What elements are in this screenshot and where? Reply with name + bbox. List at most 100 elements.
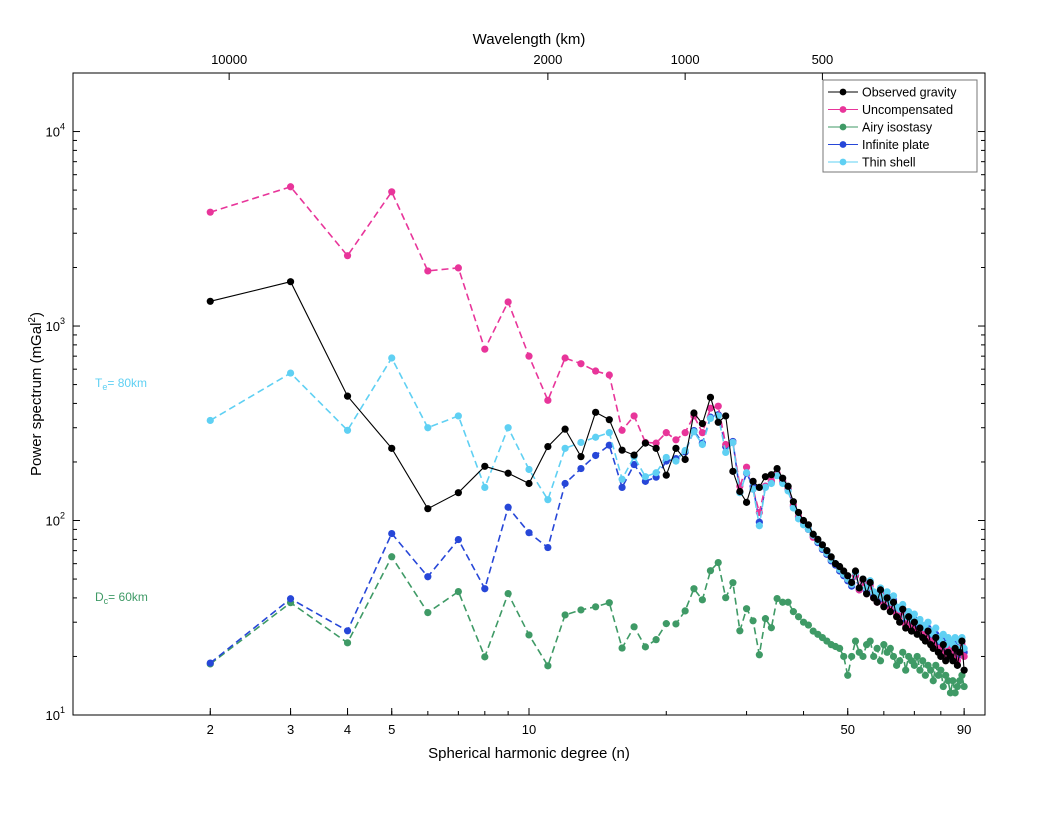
x-tick-label: 90	[957, 722, 971, 737]
data-point-airy-isostasy	[729, 579, 737, 587]
data-point-uncompensated	[681, 429, 689, 437]
data-point-thin-shell	[641, 473, 650, 481]
data-point-thin-shell	[672, 457, 680, 465]
data-point-observed-gravity	[902, 624, 910, 632]
data-point-airy-isostasy	[544, 662, 552, 670]
data-point-airy-isostasy	[742, 605, 751, 613]
data-point-airy-isostasy	[929, 677, 937, 685]
data-point-observed-gravity	[814, 535, 822, 543]
data-point-airy-isostasy	[755, 651, 763, 659]
legend-label: Thin shell	[862, 156, 916, 170]
data-point-airy-isostasy	[784, 598, 792, 606]
data-point-airy-isostasy	[951, 689, 959, 697]
data-point-uncompensated	[630, 412, 638, 420]
data-point-uncompensated	[618, 426, 626, 434]
data-point-observed-gravity	[618, 446, 626, 454]
data-point-thin-shell	[698, 440, 706, 449]
data-point-observed-gravity	[851, 567, 860, 575]
data-point-observed-gravity	[953, 661, 962, 669]
data-point-observed-gravity	[840, 567, 848, 575]
data-point-observed-gravity	[932, 634, 940, 642]
data-point-observed-gravity	[454, 489, 462, 497]
data-point-uncompensated	[544, 396, 552, 404]
data-point-thin-shell	[883, 588, 891, 596]
data-point-observed-gravity	[544, 442, 552, 451]
data-point-uncompensated	[714, 402, 722, 410]
data-point-thin-shell	[690, 428, 698, 436]
data-point-infinite-plate	[504, 503, 512, 511]
data-point-airy-isostasy	[913, 652, 921, 661]
axes-layer: 2 3 4 5 10 50 90 101 102 103 104 10000 2000 1000 500	[46, 52, 985, 737]
data-point-observed-gravity	[823, 547, 831, 555]
data-point-uncompensated	[481, 345, 489, 353]
legend-label: Observed gravity	[862, 86, 957, 100]
data-point-airy-isostasy	[630, 623, 638, 631]
data-point-infinite-plate	[618, 483, 626, 492]
data-point-infinite-plate	[481, 585, 489, 593]
legend-marker	[839, 88, 847, 96]
data-point-airy-isostasy	[880, 641, 888, 649]
data-point-infinite-plate	[561, 479, 569, 488]
data-point-observed-gravity	[779, 474, 787, 482]
data-point-infinite-plate	[388, 529, 396, 538]
data-point-observed-gravity	[905, 613, 913, 621]
data-point-thin-shell	[767, 479, 775, 488]
data-point-thin-shell	[206, 416, 214, 425]
data-point-thin-shell	[481, 483, 489, 492]
data-point-observed-gravity	[206, 297, 214, 305]
data-point-observed-gravity	[767, 471, 775, 479]
y-axis-label-end: )	[28, 312, 45, 317]
data-point-observed-gravity	[844, 572, 852, 580]
data-point-airy-isostasy	[927, 666, 935, 674]
x-tick-label: 10	[522, 722, 536, 737]
data-point-airy-isostasy	[652, 636, 660, 644]
data-point-observed-gravity	[958, 637, 966, 645]
data-point-airy-isostasy	[749, 617, 757, 625]
data-point-airy-isostasy	[736, 627, 744, 635]
data-point-airy-isostasy	[848, 652, 856, 661]
data-point-observed-gravity	[681, 455, 689, 464]
data-point-observed-gravity	[424, 505, 432, 513]
data-point-observed-gravity	[729, 467, 737, 475]
data-point-observed-gravity	[866, 578, 874, 587]
data-point-airy-isostasy	[767, 624, 775, 632]
data-point-uncompensated	[577, 360, 585, 368]
annotation-te-sub: e	[102, 382, 107, 392]
top-tick-label: 2000	[533, 52, 562, 67]
data-point-uncompensated	[706, 404, 715, 412]
data-point-airy-isostasy	[690, 585, 698, 593]
data-point-observed-gravity	[706, 393, 715, 401]
data-point-airy-isostasy	[779, 598, 787, 606]
data-point-airy-isostasy	[836, 644, 844, 653]
data-point-observed-gravity	[672, 444, 680, 452]
data-point-observed-gravity	[942, 657, 950, 665]
data-point-airy-isostasy	[641, 643, 650, 651]
data-point-uncompensated	[424, 267, 432, 275]
data-point-observed-gravity	[880, 603, 888, 611]
x-tick-label: 50	[840, 722, 854, 737]
data-point-observed-gravity	[916, 624, 924, 632]
data-point-airy-isostasy	[804, 621, 813, 629]
x-axis-label: Spherical harmonic degree (n)	[428, 745, 630, 762]
data-point-airy-isostasy	[618, 644, 626, 652]
legend-label: Airy isostasy	[862, 121, 933, 135]
data-point-airy-isostasy	[714, 558, 722, 567]
data-point-airy-isostasy	[919, 657, 927, 665]
data-point-uncompensated	[388, 188, 396, 196]
data-point-infinite-plate	[286, 595, 295, 603]
data-point-uncompensated	[672, 436, 680, 444]
annotation-dc: Dc= 60km	[95, 590, 148, 606]
data-point-observed-gravity	[343, 392, 352, 400]
svg-text:Te= 80km: Te= 80km	[95, 376, 147, 392]
data-point-thin-shell	[605, 429, 613, 437]
y-tick-label: 102	[46, 511, 65, 529]
data-point-infinite-plate	[630, 460, 638, 469]
data-point-uncompensated	[206, 208, 214, 216]
data-point-airy-isostasy	[886, 644, 894, 653]
legend-marker	[839, 141, 847, 148]
data-point-observed-gravity	[755, 483, 763, 492]
data-point-observed-gravity	[714, 418, 722, 426]
data-point-thin-shell	[424, 424, 432, 432]
data-point-airy-isostasy	[916, 666, 924, 674]
data-point-observed-gravity	[873, 598, 881, 606]
